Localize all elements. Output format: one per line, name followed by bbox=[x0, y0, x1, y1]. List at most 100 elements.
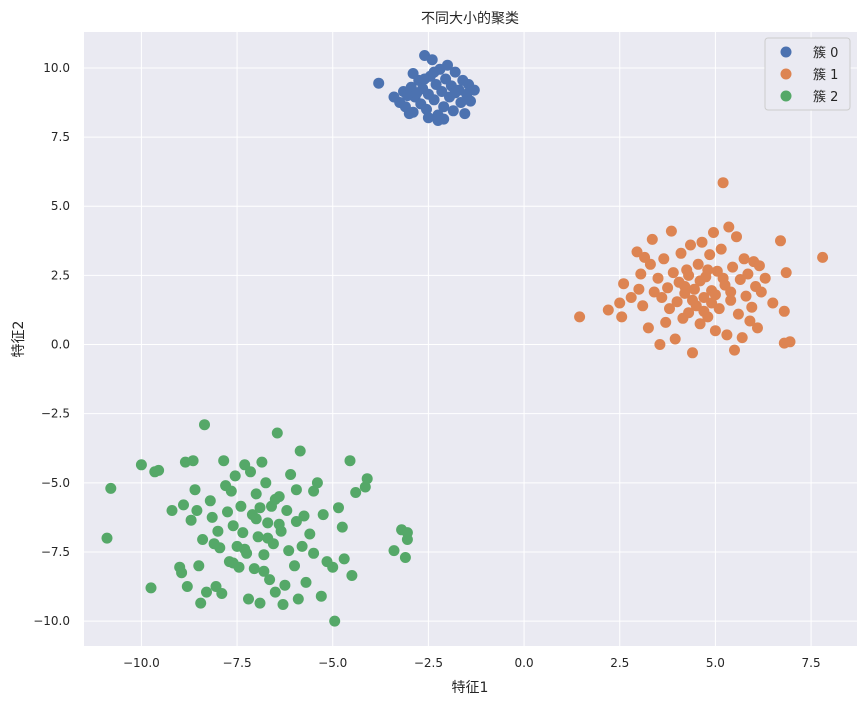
y-axis-label: 特征2 bbox=[11, 321, 27, 358]
cluster-2-point bbox=[401, 527, 413, 539]
cluster-2-point bbox=[216, 588, 228, 599]
cluster-2-point bbox=[300, 576, 312, 588]
cluster-1-point bbox=[665, 225, 677, 237]
cluster-0-point bbox=[468, 84, 480, 96]
cluster-2-point bbox=[191, 505, 203, 516]
series-cluster-1 bbox=[574, 177, 829, 359]
cluster-2-point bbox=[336, 521, 348, 533]
cluster-0-point bbox=[428, 66, 440, 78]
cluster-0-point bbox=[422, 112, 434, 124]
cluster-2-point bbox=[262, 517, 274, 529]
cluster-1-point bbox=[631, 246, 643, 258]
cluster-2-point bbox=[208, 538, 220, 550]
cluster-2-point bbox=[239, 543, 251, 555]
cluster-1-point bbox=[574, 311, 586, 323]
cluster-0-point bbox=[447, 105, 459, 117]
cluster-1-point bbox=[717, 272, 729, 284]
y-tick-label: −7.5 bbox=[41, 545, 70, 559]
cluster-1-point bbox=[679, 281, 691, 292]
y-tick-label: −10.0 bbox=[33, 614, 70, 628]
cluster-2-point bbox=[254, 502, 266, 514]
x-tick-label: 0.0 bbox=[515, 656, 534, 670]
cluster-1-point bbox=[667, 267, 679, 279]
y-tick-label: 2.5 bbox=[51, 268, 70, 282]
cluster-1-point bbox=[709, 289, 721, 301]
x-tick-label: 5.0 bbox=[706, 656, 725, 670]
x-tick-label: −7.5 bbox=[222, 656, 251, 670]
cluster-1-point bbox=[671, 296, 683, 308]
cluster-1-point bbox=[704, 249, 716, 261]
cluster-2-point bbox=[273, 518, 285, 530]
cluster-2-point bbox=[296, 540, 308, 552]
cluster-1-point bbox=[648, 286, 660, 298]
series-cluster-0 bbox=[373, 50, 480, 126]
cluster-1-point bbox=[725, 294, 737, 306]
cluster-1-point bbox=[692, 258, 704, 270]
cluster-1-point bbox=[646, 233, 658, 245]
cluster-2-point bbox=[361, 473, 373, 485]
cluster-2-point bbox=[333, 502, 344, 514]
cluster-2-point bbox=[201, 586, 212, 598]
cluster-2-point bbox=[212, 525, 224, 537]
cluster-1-point bbox=[717, 177, 729, 189]
cluster-2-point bbox=[350, 487, 362, 498]
cluster-1-point bbox=[742, 268, 754, 280]
cluster-1-point bbox=[731, 231, 742, 243]
cluster-2-point bbox=[359, 481, 371, 493]
cluster-2-point bbox=[271, 427, 283, 439]
legend: 簇 0 簇 1 簇 2 bbox=[764, 37, 851, 111]
cluster-1-point bbox=[660, 316, 672, 328]
cluster-1-point bbox=[683, 269, 695, 281]
cluster-2-point bbox=[289, 560, 300, 572]
cluster-1-point bbox=[775, 235, 786, 247]
legend-marker-cluster-1 bbox=[780, 68, 792, 80]
cluster-1-point bbox=[778, 305, 790, 317]
cluster-1-point bbox=[642, 322, 654, 334]
cluster-2-point bbox=[229, 470, 241, 482]
cluster-2-point bbox=[285, 469, 297, 480]
cluster-1-point bbox=[662, 282, 674, 294]
cluster-2-point bbox=[181, 581, 193, 592]
cluster-2-point bbox=[145, 582, 157, 594]
cluster-0-point bbox=[401, 90, 413, 102]
cluster-2-point bbox=[227, 520, 239, 532]
cluster-0-point bbox=[411, 87, 423, 99]
cluster-2-point bbox=[329, 615, 341, 627]
y-tick-labels: −10.0 −7.5 −5.0 −2.5 0.0 2.5 5.0 7.5 10.0 bbox=[33, 61, 70, 628]
cluster-2-point bbox=[294, 445, 306, 457]
cluster-2-point bbox=[304, 528, 316, 540]
cluster-0-point bbox=[455, 97, 467, 108]
series-cluster-2 bbox=[101, 419, 413, 627]
cluster-2-point bbox=[258, 549, 270, 561]
y-tick-label: 5.0 bbox=[51, 199, 70, 213]
cluster-1-point bbox=[614, 297, 626, 309]
cluster-2-point bbox=[317, 509, 329, 521]
cluster-1-point bbox=[725, 286, 737, 298]
x-tick-label: 2.5 bbox=[610, 656, 629, 670]
cluster-2-point bbox=[311, 477, 323, 489]
cluster-1-point bbox=[688, 283, 700, 295]
cluster-2-point bbox=[327, 561, 339, 573]
cluster-2-point bbox=[277, 599, 289, 610]
cluster-1-point bbox=[713, 303, 725, 315]
cluster-0-point bbox=[407, 106, 419, 118]
legend-label-cluster-0: 簇 0 bbox=[813, 46, 838, 61]
legend-marker-cluster-0 bbox=[780, 46, 792, 58]
cluster-1-point bbox=[744, 315, 756, 327]
cluster-2-point bbox=[315, 590, 327, 602]
cluster-2-point bbox=[248, 563, 260, 575]
y-tick-label: 10.0 bbox=[43, 61, 70, 75]
cluster-1-point bbox=[715, 243, 727, 255]
cluster-2-point bbox=[388, 545, 400, 557]
cluster-1-point bbox=[817, 251, 829, 263]
cluster-2-point bbox=[250, 488, 262, 500]
cluster-0-point bbox=[426, 54, 438, 66]
cluster-2-point bbox=[258, 565, 270, 577]
cluster-1-point bbox=[694, 318, 706, 330]
cluster-2-point bbox=[338, 553, 350, 565]
cluster-2-point bbox=[185, 514, 197, 526]
cluster-2-point bbox=[189, 484, 201, 496]
cluster-0-point bbox=[428, 94, 440, 106]
cluster-1-point bbox=[780, 267, 792, 279]
cluster-1-point bbox=[755, 286, 767, 298]
